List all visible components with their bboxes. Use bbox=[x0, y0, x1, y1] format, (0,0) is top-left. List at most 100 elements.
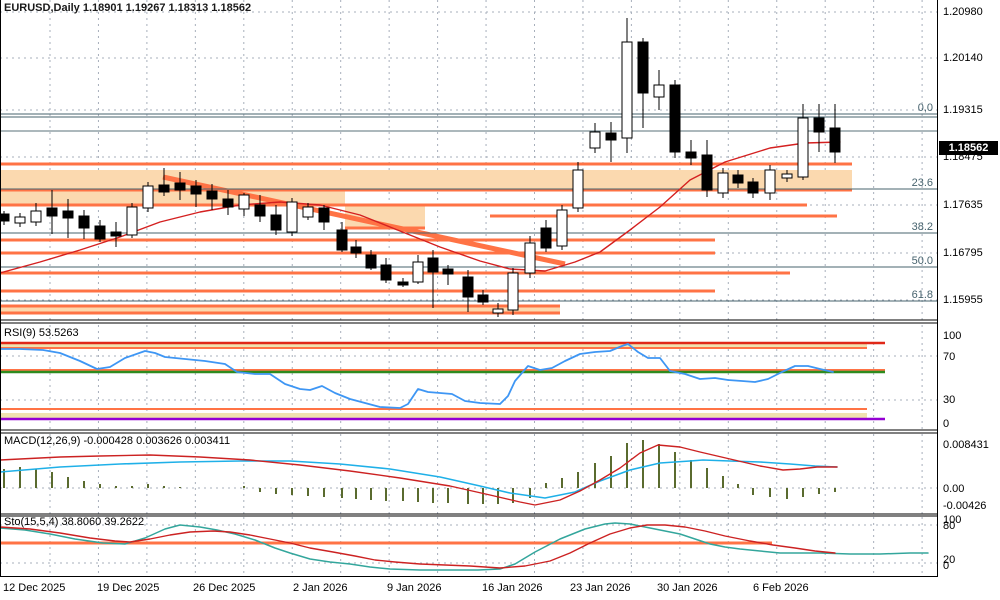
macd-axis-label: 0.00 bbox=[943, 483, 964, 495]
candle-bullish bbox=[764, 169, 776, 194]
candle-bullish bbox=[621, 41, 633, 139]
ohlc-title: EURUSD,Daily 1.18901 1.19267 1.18313 1.1… bbox=[4, 2, 252, 14]
candle-bullish bbox=[14, 216, 26, 224]
candle-bearish bbox=[78, 215, 90, 229]
fib-level-label: 50.0 bbox=[912, 255, 933, 267]
candle-bearish bbox=[813, 117, 825, 133]
candle-bearish bbox=[397, 281, 409, 286]
candle-bearish bbox=[605, 132, 617, 141]
candle-bearish bbox=[318, 207, 330, 223]
date-axis-label: 6 Feb 2026 bbox=[753, 582, 809, 594]
supply-demand-band bbox=[0, 190, 345, 206]
candle-bearish bbox=[747, 181, 759, 194]
date-axis-label: 30 Jan 2026 bbox=[657, 582, 718, 594]
candle-bearish bbox=[637, 41, 649, 94]
candle-bearish bbox=[669, 84, 681, 153]
candle-bearish bbox=[222, 198, 234, 208]
supply-demand-band bbox=[0, 306, 560, 314]
sto-axis-label: 80 bbox=[943, 520, 955, 532]
fib-level-label: 38.2 bbox=[912, 221, 933, 233]
candle-bullish bbox=[589, 131, 601, 149]
macd-axis-label: -0.00426 bbox=[943, 500, 986, 512]
candle-bearish bbox=[174, 182, 186, 191]
candle-bearish bbox=[365, 254, 377, 269]
candle-bearish bbox=[270, 214, 282, 231]
candle-bearish bbox=[350, 246, 362, 254]
date-axis-label: 26 Dec 2025 bbox=[193, 582, 255, 594]
descending-trendline bbox=[162, 174, 566, 267]
current-price-tag: 1.18562 bbox=[939, 141, 998, 155]
stochastic-indicator-label: Sto(15,5,4) 38.8060 39.2622 bbox=[4, 516, 145, 528]
fib-level-label: 23.6 bbox=[912, 177, 933, 189]
price-axis-label: 1.15955 bbox=[943, 294, 983, 306]
macd-axis-label: 0.008431 bbox=[943, 439, 989, 451]
candle-bullish bbox=[507, 272, 519, 311]
candle-bearish bbox=[254, 204, 266, 217]
candle-bearish bbox=[158, 184, 170, 193]
candle-bullish bbox=[653, 84, 665, 98]
date-axis-label: 9 Jan 2026 bbox=[387, 582, 441, 594]
rsi-line bbox=[0, 343, 834, 409]
date-axis-label: 16 Jan 2026 bbox=[482, 582, 543, 594]
fib-level-label: 0,0 bbox=[918, 102, 933, 114]
date-axis-label: 12 Dec 2025 bbox=[3, 582, 65, 594]
candle-bearish bbox=[701, 154, 713, 191]
candle-bullish bbox=[781, 173, 793, 179]
candle-bearish bbox=[336, 229, 348, 251]
candle-bearish bbox=[0, 213, 10, 222]
macd-signal-line bbox=[0, 444, 838, 506]
date-axis-label: 19 Dec 2025 bbox=[97, 582, 159, 594]
date-axis-label: 23 Jan 2026 bbox=[570, 582, 631, 594]
macd-indicator-label: MACD(12,26,9) -0.000428 0.003626 0.00341… bbox=[4, 435, 231, 447]
rsi-axis-label: 100 bbox=[943, 330, 961, 342]
candle-bearish bbox=[206, 190, 218, 200]
price-axis-label: 1.16795 bbox=[943, 247, 983, 259]
candle-bearish bbox=[427, 257, 439, 273]
candle-bullish bbox=[524, 242, 536, 274]
candle-bullish bbox=[302, 206, 314, 218]
candle-bearish bbox=[540, 227, 552, 249]
sto-axis-label: 0 bbox=[943, 560, 949, 572]
sto-main-line bbox=[0, 522, 929, 571]
sto-axis-label: 100 bbox=[943, 514, 961, 526]
candle-bullish bbox=[556, 209, 568, 247]
rsi-axis-label: 30 bbox=[943, 394, 955, 406]
candle-bullish bbox=[286, 201, 298, 233]
candle-bullish bbox=[238, 194, 250, 210]
price-axis-label: 1.17635 bbox=[943, 199, 983, 211]
price-axis-label: 1.20980 bbox=[943, 6, 983, 18]
candle-bullish bbox=[572, 169, 584, 209]
candle-bearish bbox=[685, 151, 697, 159]
candle-bearish bbox=[190, 185, 202, 195]
rsi-lower-band bbox=[0, 413, 867, 418]
candle-bullish bbox=[492, 308, 504, 314]
candle-bearish bbox=[477, 294, 489, 303]
rsi-axis-label: 0 bbox=[943, 418, 949, 430]
candle-bearish bbox=[462, 276, 474, 298]
candle-bullish bbox=[142, 185, 154, 209]
sto-signal-line bbox=[0, 524, 836, 569]
rsi-indicator-label: RSI(9) 53.5263 bbox=[4, 327, 79, 339]
rsi-upper-band bbox=[0, 344, 867, 348]
supply-demand-band bbox=[0, 170, 852, 190]
candle-bullish bbox=[412, 261, 424, 283]
sto-axis-label: 20 bbox=[943, 554, 955, 566]
price-axis-label: 1.20140 bbox=[943, 52, 983, 64]
candle-bullish bbox=[30, 210, 42, 223]
price-axis-label: 1.19315 bbox=[943, 104, 983, 116]
moving-average-line bbox=[0, 141, 841, 274]
candle-bullish bbox=[717, 172, 729, 194]
candle-bearish bbox=[732, 174, 744, 184]
candle-bearish bbox=[442, 268, 454, 275]
fib-level-label: 61.8 bbox=[912, 289, 933, 301]
candle-bearish bbox=[110, 231, 122, 237]
candle-bearish bbox=[380, 264, 392, 281]
candle-bullish bbox=[126, 206, 138, 236]
candle-bearish bbox=[46, 207, 58, 217]
candle-bearish bbox=[94, 225, 106, 240]
candle-bullish bbox=[797, 117, 809, 178]
date-axis-label: 2 Jan 2026 bbox=[293, 582, 347, 594]
candle-bearish bbox=[62, 210, 74, 219]
